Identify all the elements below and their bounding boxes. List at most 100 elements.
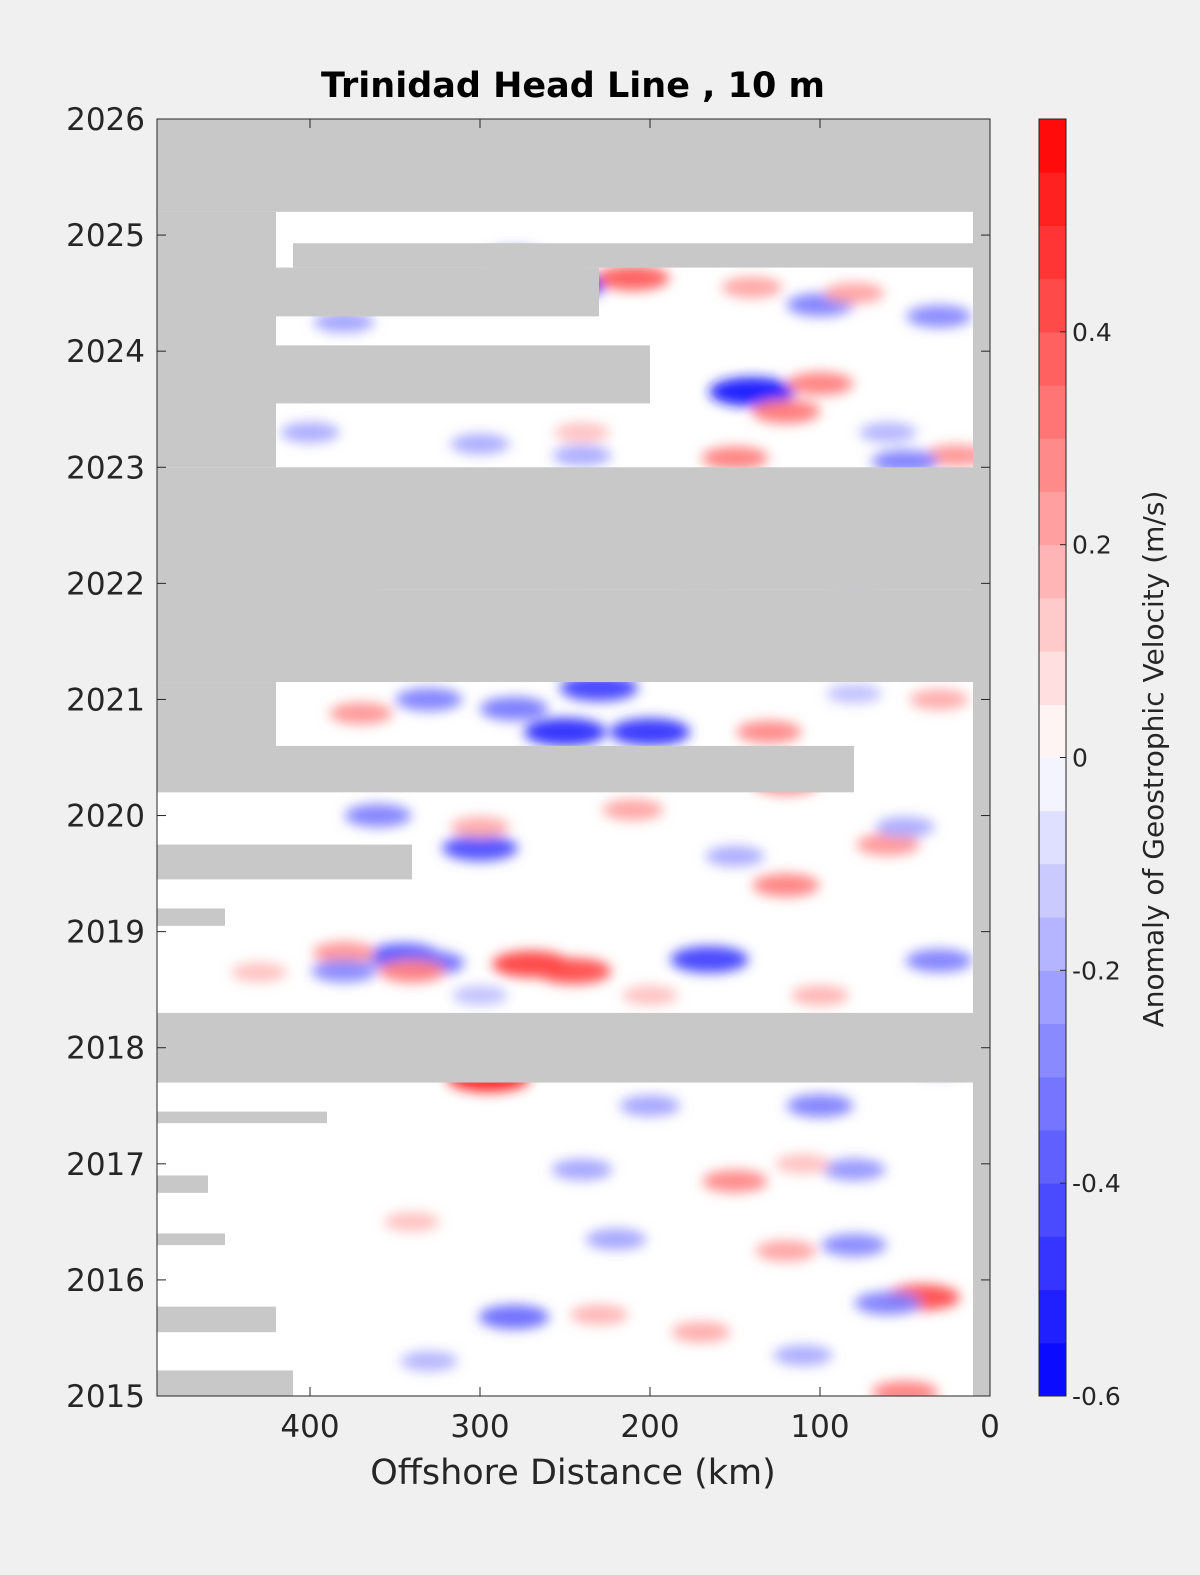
negative-anomaly-patch [280,422,340,443]
negative-anomaly-patch [871,449,939,474]
colorbar-level [1039,491,1066,546]
positive-anomaly-patch [535,958,612,985]
positive-anomaly-patch [909,689,969,710]
y-tick-label: 2020 [66,799,145,835]
positive-anomaly-patch [384,1212,440,1232]
missing-data-region [973,119,990,1396]
colorbar-level [1039,225,1066,280]
colorbar-level [1039,863,1066,918]
missing-data-region [293,243,973,268]
missing-data-region [157,267,599,317]
y-tick-label: 2019 [66,915,145,951]
missing-data-region [157,908,225,926]
y-tick-label: 2016 [66,1263,145,1299]
positive-anomaly-patch [602,799,664,821]
chart-title: Trinidad Head Line , 10 m [321,66,825,106]
colorbar-level [1039,544,1066,599]
positive-anomaly-patch [751,399,821,424]
negative-anomaly-patch [670,946,749,973]
missing-data-region [157,345,650,404]
negative-anomaly-patch [478,1304,550,1330]
positive-anomaly-patch [856,833,920,856]
y-tick-label: 2023 [66,450,145,486]
negative-anomaly-patch [552,445,612,467]
positive-anomaly-patch [231,962,287,983]
colorbar-level [1039,757,1066,812]
negative-anomaly-patch [311,959,377,983]
negative-anomaly-patch [524,717,606,746]
positive-anomaly-patch [721,276,783,298]
negative-anomaly-patch [905,949,973,973]
y-tick-label: 2022 [66,566,145,602]
negative-anomaly-patch [705,845,765,867]
colorbar-level [1039,1129,1066,1184]
y-tick-label: 2025 [66,218,145,254]
negative-anomaly-patch [344,803,412,828]
positive-anomaly-patch [329,702,393,725]
missing-data-region [157,1233,225,1246]
colorbar-level [1039,970,1066,1025]
y-tick-label: 2017 [66,1147,145,1183]
negative-anomaly-patch [786,1094,854,1118]
x-tick-label: 300 [450,1409,509,1445]
colorbar-tick-label: -0.2 [1072,956,1121,985]
positive-anomaly-patch [378,959,446,983]
colorbar-level [1039,278,1066,333]
missing-data-region [157,1012,990,1083]
x-tick-label: 400 [280,1409,339,1445]
positive-anomaly-patch [736,720,802,744]
negative-anomaly-patch [773,1344,833,1366]
missing-data-region [157,682,276,793]
negative-anomaly-patch [551,1158,613,1181]
negative-anomaly-patch [875,816,935,838]
colorbar-level [1039,704,1066,758]
positive-anomaly-patch [786,372,854,396]
colorbar-level [1039,331,1066,386]
colorbar-level [1039,597,1066,652]
positive-anomaly-patch [596,265,670,291]
y-axis-ticks: 2015 2016 2017 2018 2019 2020 2021 2022 2023 2024… [66,102,990,1415]
missing-data-region [157,119,990,212]
colorbar-level [1039,917,1066,971]
positive-anomaly-patch [871,1380,939,1396]
y-tick-label: 2018 [66,1031,145,1067]
negative-anomaly-patch [906,304,972,328]
missing-data-region [157,467,990,590]
positive-anomaly-patch [823,282,885,304]
y-tick-label: 2021 [66,682,145,718]
y-tick-label: 2024 [66,334,145,370]
positive-anomaly-patch [791,985,849,1006]
x-axis-label: Offshore Distance (km) [370,1453,776,1493]
positive-anomaly-patch [775,1154,831,1174]
colorbar-levels [1039,118,1066,1397]
negative-anomaly-patch [619,1095,681,1117]
positive-anomaly-patch [924,444,988,467]
colorbar-level [1039,810,1066,865]
missing-data-region [157,403,242,462]
colorbar-tick-label: -0.4 [1072,1169,1121,1198]
positive-anomaly-patch [755,1240,817,1262]
positive-anomaly-patch [752,873,820,897]
x-tick-label: 100 [790,1409,849,1445]
colorbar-tick-label: -0.6 [1072,1382,1121,1411]
negative-anomaly-patch [313,311,375,333]
negative-anomaly-patch [854,1291,922,1315]
y-tick-label: 2015 [66,1379,145,1415]
positive-anomaly-patch [671,1321,731,1343]
missing-data-region [157,1306,276,1333]
colorbar-level [1039,1076,1066,1131]
colorbar-label: Anomaly of Geostrophic Velocity (m/s) [1137,491,1170,1028]
missing-data-regions [157,119,990,1396]
missing-data-region [157,1370,293,1396]
negative-anomaly-patch [826,683,882,704]
negative-anomaly-patch [709,377,795,407]
colorbar-tick-label: 0.4 [1072,318,1112,347]
plot-frame [156,118,991,1397]
negative-anomaly-patch [450,433,510,455]
colorbar-level [1039,651,1066,705]
colorbar-level [1039,119,1066,173]
missing-data-region [157,583,378,630]
colorbar-level [1039,1236,1066,1291]
colorbar-level [1039,1289,1066,1344]
